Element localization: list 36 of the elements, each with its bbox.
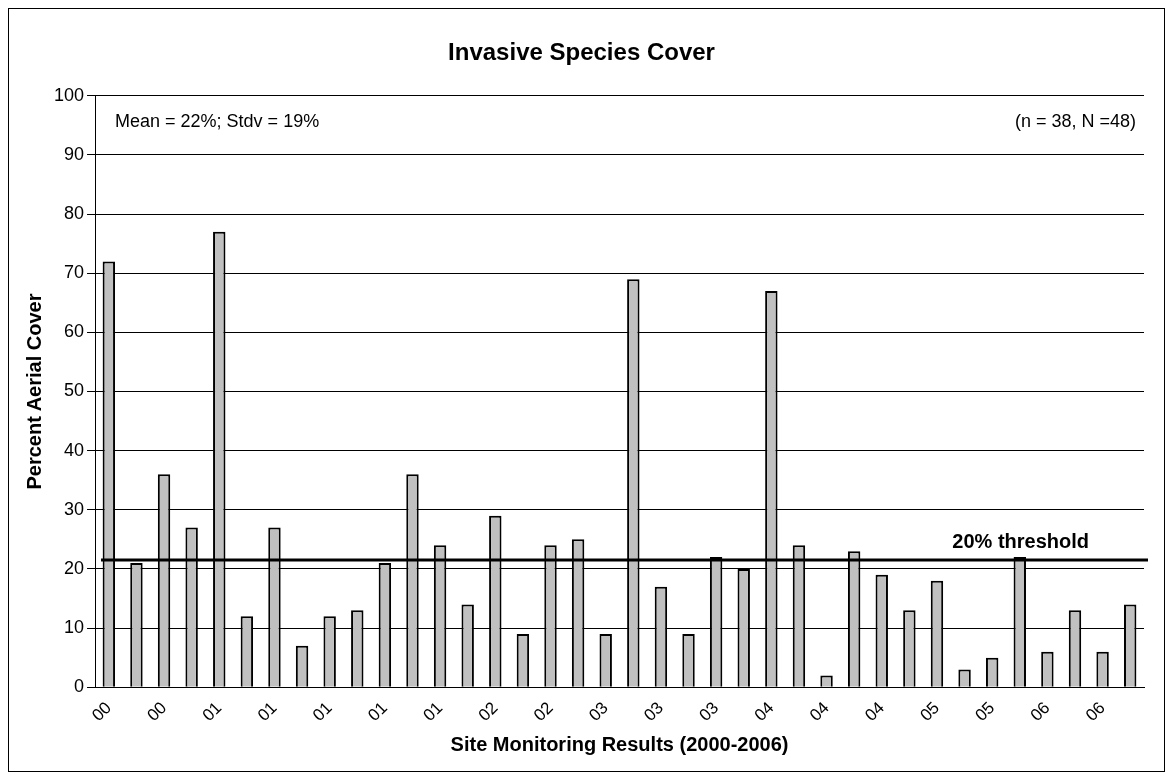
- y-tick-label: 10: [64, 617, 85, 638]
- y-tick-label: 30: [64, 498, 85, 519]
- y-tick-label: 50: [64, 380, 85, 401]
- x-tick-label: 01: [198, 698, 226, 725]
- x-tick-label: 01: [309, 698, 336, 725]
- x-tick-label: 01: [253, 698, 281, 725]
- y-axis-title: Percent Aerial Cover: [22, 293, 45, 490]
- x-tick-label: 04: [750, 698, 778, 725]
- annotation: (n = 38, N =48): [1014, 111, 1136, 132]
- x-tick-label: 00: [88, 698, 115, 725]
- y-tick-label: 90: [64, 143, 85, 164]
- x-tick-label: 00: [143, 698, 171, 725]
- x-tick-label: 04: [805, 698, 833, 725]
- x-tick-label: 02: [474, 698, 502, 725]
- x-tick-label: 06: [1081, 698, 1109, 725]
- x-tick-label: 03: [695, 698, 723, 725]
- annotation: Mean = 22%; Stdv = 19%: [115, 111, 320, 132]
- y-tick-label: 100: [53, 84, 85, 105]
- ref-line-label: 20% threshold: [952, 529, 1089, 552]
- x-tick-label: 05: [971, 698, 999, 725]
- y-tick-label: 40: [64, 439, 85, 460]
- y-tick-label: 80: [64, 203, 85, 224]
- x-tick-label: 01: [364, 698, 392, 725]
- y-tick-label: 60: [64, 321, 85, 342]
- x-axis-title: Site Monitoring Results (2000-2006): [450, 732, 789, 755]
- x-tick-label: 01: [419, 698, 447, 725]
- x-tick-label: 03: [640, 698, 668, 725]
- x-tick-label: 04: [861, 698, 888, 725]
- y-tick-label: 0: [74, 676, 85, 697]
- x-tick-label: 02: [529, 698, 557, 725]
- chart-title: Invasive Species Cover: [448, 38, 715, 66]
- y-tick-label: 70: [64, 262, 85, 283]
- x-tick-label: 06: [1026, 698, 1054, 725]
- x-tick-label: 03: [585, 698, 612, 725]
- x-tick-label: 05: [916, 698, 944, 725]
- y-tick-label: 20: [64, 557, 85, 578]
